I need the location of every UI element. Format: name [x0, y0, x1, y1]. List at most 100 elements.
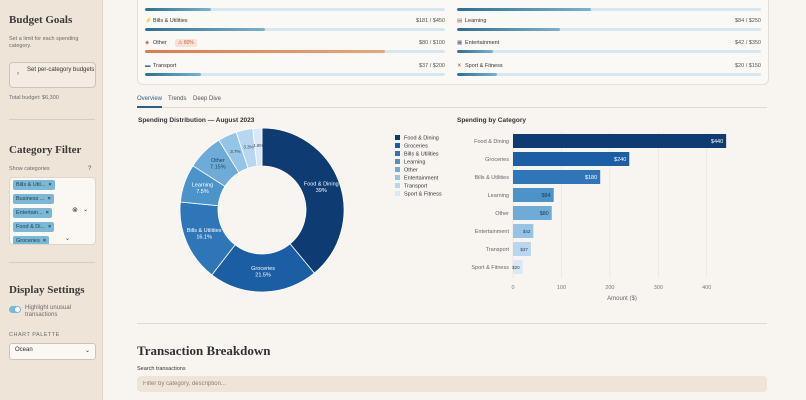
legend-item: Other — [395, 167, 418, 174]
tab-overview[interactable]: Overview — [137, 96, 163, 102]
category-tag-label: Business ... — [16, 196, 45, 202]
category-tag[interactable]: Entertain... × — [13, 208, 52, 218]
donut-chart: Food & Dining 39% Groceries 21.5% Bills & Ut… — [179, 128, 345, 293]
legend-swatch — [395, 135, 400, 140]
legend-swatch — [395, 175, 400, 180]
tab-trends[interactable]: Trends — [168, 96, 187, 102]
help-icon[interactable]: ? — [88, 166, 92, 172]
y-tick-label: Other — [495, 211, 509, 217]
bar[interactable] — [513, 206, 552, 220]
chevron-down-icon[interactable]: ⌄ — [83, 207, 89, 213]
search-input[interactable] — [137, 376, 767, 392]
y-tick-label: Sport & Fitness — [471, 265, 509, 271]
bar[interactable] — [513, 188, 554, 202]
x-tick-label: 100 — [557, 285, 566, 291]
y-tick-label: Entertainment — [475, 229, 510, 235]
bar-value-label: $84 — [542, 193, 551, 199]
show-categories-label: Show categories — [9, 166, 50, 172]
donut-slice-label: Learning 7.5% — [192, 182, 213, 195]
tab-deep-dive[interactable]: Deep Dive — [193, 96, 222, 102]
legend-label: Sport & Fitness — [404, 191, 442, 198]
film-icon: ▦ — [457, 40, 463, 46]
remove-tag-icon[interactable]: × — [48, 182, 52, 188]
category-multiselect[interactable]: Bills & Util... × Business ... × Entertain..… — [9, 177, 96, 245]
palette-value: Ocean — [15, 347, 33, 353]
budget-row-value: $80 / $100 — [419, 40, 445, 46]
highlight-label: Highlight unusual transactions — [25, 305, 72, 318]
legend-item: Groceries — [395, 143, 428, 150]
section-title: Transaction Breakdown — [137, 343, 271, 358]
budget-progress-card: ⚡ Bills & Utilities $181 / $450 ▤ Learning $8… — [137, 0, 769, 85]
progress-fill — [457, 73, 497, 76]
clear-all-icon[interactable]: ⊗ — [72, 207, 78, 214]
progress-fill — [145, 73, 201, 76]
chevron-down-icon[interactable]: ⌄ — [65, 236, 71, 242]
category-tag[interactable]: Groceries × — [13, 236, 50, 244]
budget-row-label: Transport — [153, 63, 177, 69]
bar-value-label: $240 — [614, 157, 626, 163]
donut-slice[interactable] — [252, 128, 263, 167]
sidebar: Budget Goals Set a limit for each spendi… — [0, 0, 103, 400]
progress-fill — [457, 50, 494, 53]
legend-item: Learning — [395, 159, 425, 166]
budget-row-label: Other — [153, 40, 167, 46]
donut-slice-label: Bills & Utilities 16.1% — [187, 228, 222, 241]
bar-chart-title: Spending by Category — [457, 117, 526, 124]
x-tick-label: 0 — [511, 285, 514, 291]
legend-swatch — [395, 183, 400, 188]
category-tag[interactable]: Food & Di... × — [13, 222, 55, 232]
palette-select[interactable]: Ocean ⌄ — [9, 343, 96, 360]
donut-slice[interactable] — [261, 128, 345, 274]
bar[interactable] — [513, 224, 534, 238]
box-icon: ◈ — [145, 40, 150, 46]
category-tag-label: Groceries — [16, 238, 40, 244]
legend-item: Transport — [395, 183, 427, 190]
chart-palette-label: CHART PALETTE — [9, 332, 60, 338]
chevron-down-icon: ⌄ — [84, 348, 90, 354]
remove-tag-icon[interactable]: × — [45, 210, 49, 216]
budget-row-label: Entertainment — [465, 40, 500, 46]
category-tag[interactable]: Bills & Util... × — [13, 180, 55, 190]
dumbbell-icon: ✕ — [457, 63, 462, 69]
chevron-right-icon: › — [17, 71, 19, 77]
progress-fill — [457, 8, 591, 11]
active-tab-indicator — [137, 106, 162, 108]
bar[interactable] — [513, 260, 523, 274]
set-budgets-button[interactable]: › Set per-category budgets — [9, 62, 96, 88]
display-settings-heading: Display Settings — [9, 284, 85, 296]
bar[interactable] — [513, 242, 531, 256]
legend-swatch — [395, 143, 400, 148]
bar[interactable] — [513, 170, 601, 184]
remove-tag-icon[interactable]: × — [42, 238, 47, 244]
bar-chart: 0 100 200 300 400 Amount ($) Food & Dining $440… — [471, 132, 727, 301]
x-tick-label: 300 — [654, 285, 663, 291]
legend-label: Bills & Utilities — [404, 151, 439, 158]
bar[interactable] — [513, 134, 727, 148]
budget-row-label: Learning — [465, 18, 487, 24]
budget-row-value: $20 / $150 — [735, 63, 761, 69]
category-tag[interactable]: Business ... × — [13, 194, 54, 204]
bar-value-label: $20 — [512, 265, 520, 270]
legend-swatch — [395, 151, 400, 156]
divider — [9, 119, 95, 120]
category-tag-label: Entertain... — [16, 210, 43, 216]
donut-slice-label: Groceries 21.5% — [251, 266, 275, 279]
highlight-toggle[interactable] — [9, 306, 21, 313]
budget-row-value: $37 / $200 — [419, 63, 445, 69]
donut-slice-label: Other 7.15% — [210, 158, 226, 171]
bar[interactable] — [513, 152, 630, 166]
progress-track — [457, 50, 761, 53]
budget-row-label: Sport & Fitness — [465, 63, 503, 69]
legend-label: Entertainment — [404, 175, 439, 182]
remove-tag-icon[interactable]: × — [48, 224, 52, 230]
y-tick-label: Food & Dining — [474, 139, 509, 145]
category-tag-label: Food & Di... — [16, 224, 46, 230]
legend-item: Entertainment — [395, 175, 438, 182]
x-axis-label: Amount ($) — [607, 296, 637, 301]
car-icon: ▬ — [145, 63, 151, 69]
legend-label: Groceries — [404, 143, 428, 150]
remove-tag-icon[interactable]: × — [47, 196, 51, 202]
legend-swatch — [395, 167, 400, 172]
legend-label: Food & Dining — [404, 135, 439, 142]
bar-value-label: $42 — [523, 229, 531, 234]
